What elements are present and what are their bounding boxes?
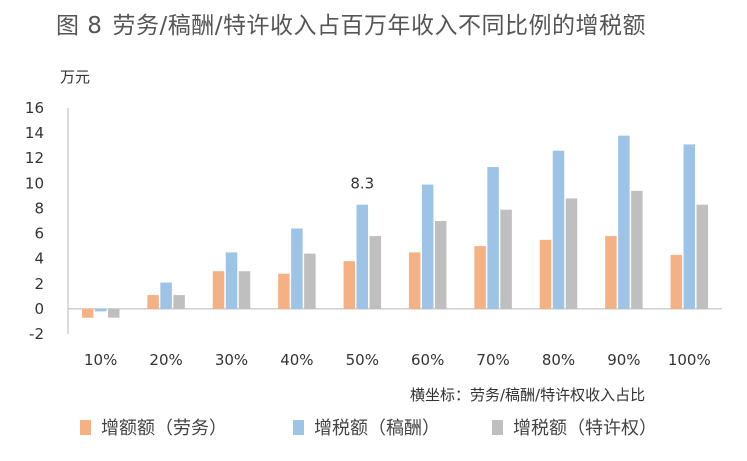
x-tick-label: 40% bbox=[280, 351, 313, 369]
bar-20pct-series-3 bbox=[173, 295, 185, 309]
bar-40pct-series-1 bbox=[278, 273, 290, 309]
bar-20pct-series-1 bbox=[147, 295, 159, 309]
y-tick-label: 8 bbox=[34, 199, 44, 217]
bar-60pct-series-2 bbox=[421, 184, 434, 309]
x-tick-label: 30% bbox=[215, 351, 248, 369]
y-tick-label: -2 bbox=[29, 325, 44, 343]
bar-10pct-series-3 bbox=[107, 308, 120, 318]
bar-70pct-series-2 bbox=[487, 167, 499, 309]
bar-10pct-series-1 bbox=[81, 308, 94, 318]
bar-100pct-series-2 bbox=[683, 144, 696, 309]
legend-swatch bbox=[293, 419, 304, 435]
y-tick-label: 2 bbox=[34, 275, 44, 293]
y-tick-label: 14 bbox=[25, 124, 44, 142]
bar-50pct-series-3 bbox=[369, 236, 382, 309]
y-tick-label: 4 bbox=[34, 250, 44, 268]
x-tick-label: 60% bbox=[411, 351, 444, 369]
bar-10pct-series-2 bbox=[94, 308, 107, 312]
figure-title: 劳务/稿酬/特许收入占百万年收入不同比例的增税额 bbox=[112, 13, 646, 39]
bar-60pct-series-3 bbox=[434, 221, 447, 309]
bar-40pct-series-2 bbox=[291, 228, 303, 309]
x-tick-label: 10% bbox=[84, 351, 117, 369]
bar-80pct-series-3 bbox=[565, 198, 578, 309]
y-tick-label: 6 bbox=[34, 225, 44, 243]
legend-swatch bbox=[492, 419, 503, 435]
x-tick-label: 90% bbox=[607, 351, 640, 369]
legend-swatch bbox=[80, 419, 91, 435]
bar-100pct-series-1 bbox=[670, 254, 683, 309]
x-tick-label: 20% bbox=[149, 351, 182, 369]
x-tick-label: 70% bbox=[476, 351, 509, 369]
bar-70pct-series-3 bbox=[500, 209, 512, 309]
bar-40pct-series-3 bbox=[304, 253, 316, 309]
x-axis-caption: 横坐标：劳务/稿酬/特许权收入占比 bbox=[410, 386, 646, 404]
bar-30pct-series-3 bbox=[238, 271, 251, 309]
bar-20pct-series-2 bbox=[160, 282, 172, 309]
y-tick-label: 10 bbox=[25, 174, 44, 192]
y-tick-label: 16 bbox=[25, 99, 44, 117]
legend-label: 增额额（劳务） bbox=[101, 418, 227, 439]
legend: 增额额（劳务） 增税额（稿酬） 增税额（特许权） bbox=[60, 414, 727, 440]
y-axis-unit-label: 万元 bbox=[60, 68, 90, 86]
bar-90pct-series-3 bbox=[631, 190, 643, 309]
bar-30pct-series-2 bbox=[225, 252, 238, 309]
figure-label: 图 8 bbox=[56, 13, 103, 39]
bar-50pct-series-1 bbox=[343, 261, 356, 309]
legend-label: 增税额（特许权） bbox=[513, 418, 657, 439]
y-tick-label: 12 bbox=[25, 149, 44, 167]
bar-90pct-series-1 bbox=[605, 236, 617, 309]
bar-60pct-series-1 bbox=[408, 252, 421, 309]
legend-item: 增额额（劳务） bbox=[80, 414, 227, 440]
x-tick-label: 80% bbox=[542, 351, 575, 369]
y-tick-label: 0 bbox=[34, 300, 44, 318]
legend-item: 增税额（稿酬） bbox=[293, 414, 440, 440]
data-label: 8.3 bbox=[350, 175, 374, 193]
legend-item: 增税额（特许权） bbox=[492, 414, 657, 440]
x-tick-label: 50% bbox=[346, 351, 379, 369]
bar-80pct-series-1 bbox=[539, 239, 552, 309]
x-tick-label: 100% bbox=[668, 351, 711, 369]
bar-50pct-series-2 bbox=[356, 204, 369, 309]
bar-100pct-series-3 bbox=[696, 204, 709, 309]
bar-30pct-series-1 bbox=[212, 271, 225, 309]
bar-80pct-series-2 bbox=[552, 150, 565, 309]
bar-90pct-series-2 bbox=[618, 135, 630, 309]
legend-label: 增税额（稿酬） bbox=[314, 418, 440, 439]
chart-title: 图 8 劳务/稿酬/特许收入占百万年收入不同比例的增税额 bbox=[56, 6, 646, 40]
bar-70pct-series-1 bbox=[474, 246, 486, 309]
